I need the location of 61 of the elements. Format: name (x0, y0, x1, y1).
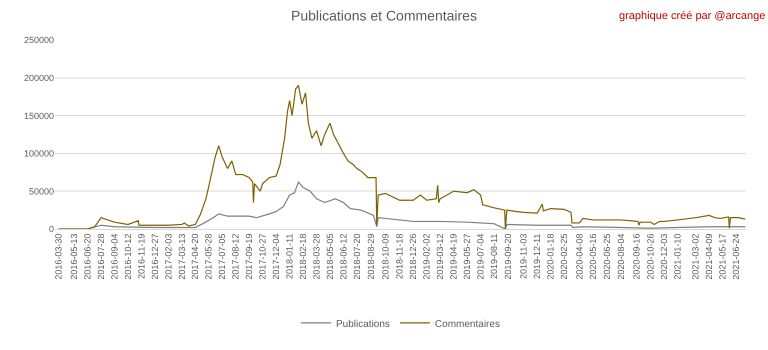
x-tick-label: 2020-08-04 (616, 234, 626, 280)
text: graphique créé par @arcange (619, 10, 766, 22)
x-tick-label: 2018-01-11 (284, 234, 295, 279)
x-tick-label: 2020-05-16 (588, 234, 598, 280)
line-series (58, 84, 746, 229)
legend-label: Commentaires (434, 318, 500, 330)
x-tick-label: 2017-03-13 (176, 234, 187, 280)
x-tick-label: 2018-05-05 (324, 234, 335, 280)
y-tick-label: 0 (48, 224, 54, 234)
x-tick-label: 2019-12-11 (532, 234, 542, 279)
x-tick-label: 2018-11-18 (394, 234, 405, 279)
x-tick-label: 2017-08-12 (230, 234, 241, 280)
x-tick-label: 2016-12-27 (150, 234, 160, 280)
x-tick-label: 2019-11-03 (518, 234, 529, 279)
y-tick-label: 200000 (24, 72, 54, 83)
x-tick-label: 2020-01-18 (546, 234, 556, 280)
x-tick-label: 2017-07-05 (217, 234, 228, 280)
x-tick-label: 2019-07-04 (476, 234, 486, 280)
x-tick-label: 2018-07-20 (352, 234, 362, 280)
x-tick-label: 2017-09-19 (244, 234, 254, 280)
x-tick-label: 2018-10-09 (380, 234, 391, 280)
x-tick-label: 2021-06-24 (731, 234, 742, 280)
x-tick-label: 2018-12-26 (408, 234, 418, 280)
y-tick-label: 50000 (28, 186, 54, 196)
y-tick-label: 150000 (24, 110, 54, 121)
x-tick-label: 2020-10-26 (646, 234, 656, 280)
x-tick-label: 2020-12-03 (659, 234, 670, 280)
x-tick-label: 2020-02-25 (559, 234, 570, 280)
x-tick-label: 2017-10-27 (258, 234, 268, 280)
x-tick-label: 2018-03-28 (311, 234, 322, 280)
x-tick-label: 2021-01-10 (672, 234, 683, 280)
x-tick-label: 2019-02-02 (422, 234, 432, 280)
x-tick-label: 2016-05-13 (69, 234, 80, 280)
x-tick-label: 2016-11-19 (136, 234, 146, 279)
x-tick-label: 2019-09-20 (503, 234, 514, 280)
x-tick-label: 2017-04-20 (190, 234, 200, 280)
x-tick-label: 2021-03-02 (690, 234, 701, 280)
x-tick-label: 2019-05-27 (462, 234, 472, 280)
y-tick-label: 100000 (24, 148, 54, 159)
x-tick-label: 2017-02-03 (163, 234, 174, 280)
x-tick-label: 2016-07-28 (96, 234, 106, 280)
x-tick-label: 2019-04-19 (448, 234, 459, 280)
x-tick-label: 2018-02-18 (298, 234, 308, 280)
x-tick-label: 2021-05-17 (718, 234, 728, 280)
y-tick-label: 250000 (24, 35, 54, 46)
x-tick-label: 2020-04-08 (574, 234, 584, 280)
x-tick-label: 2017-12-04 (271, 234, 282, 280)
x-tick-label: 2016-10-12 (122, 234, 133, 280)
x-tick-label: 2017-05-28 (204, 234, 214, 280)
x-tick-label: 2019-08-11 (488, 234, 499, 279)
x-tick-label: 2021-04-09 (704, 234, 714, 280)
legend-label: Publications (336, 318, 390, 330)
x-tick-label: 2020-09-16 (631, 234, 642, 280)
chart-title: Publications et Commentaires (291, 7, 477, 24)
x-tick-label: 2016-03-30 (53, 234, 64, 280)
x-tick-label: 2018-08-29 (366, 234, 376, 280)
x-tick-label: 2016-06-20 (82, 234, 93, 280)
x-tick-label: 2019-03-12 (435, 234, 446, 280)
x-tick-label: 2018-06-12 (338, 234, 348, 280)
x-tick-label: 2020-06-25 (602, 234, 612, 280)
x-tick-label: 2016-09-04 (109, 234, 120, 280)
